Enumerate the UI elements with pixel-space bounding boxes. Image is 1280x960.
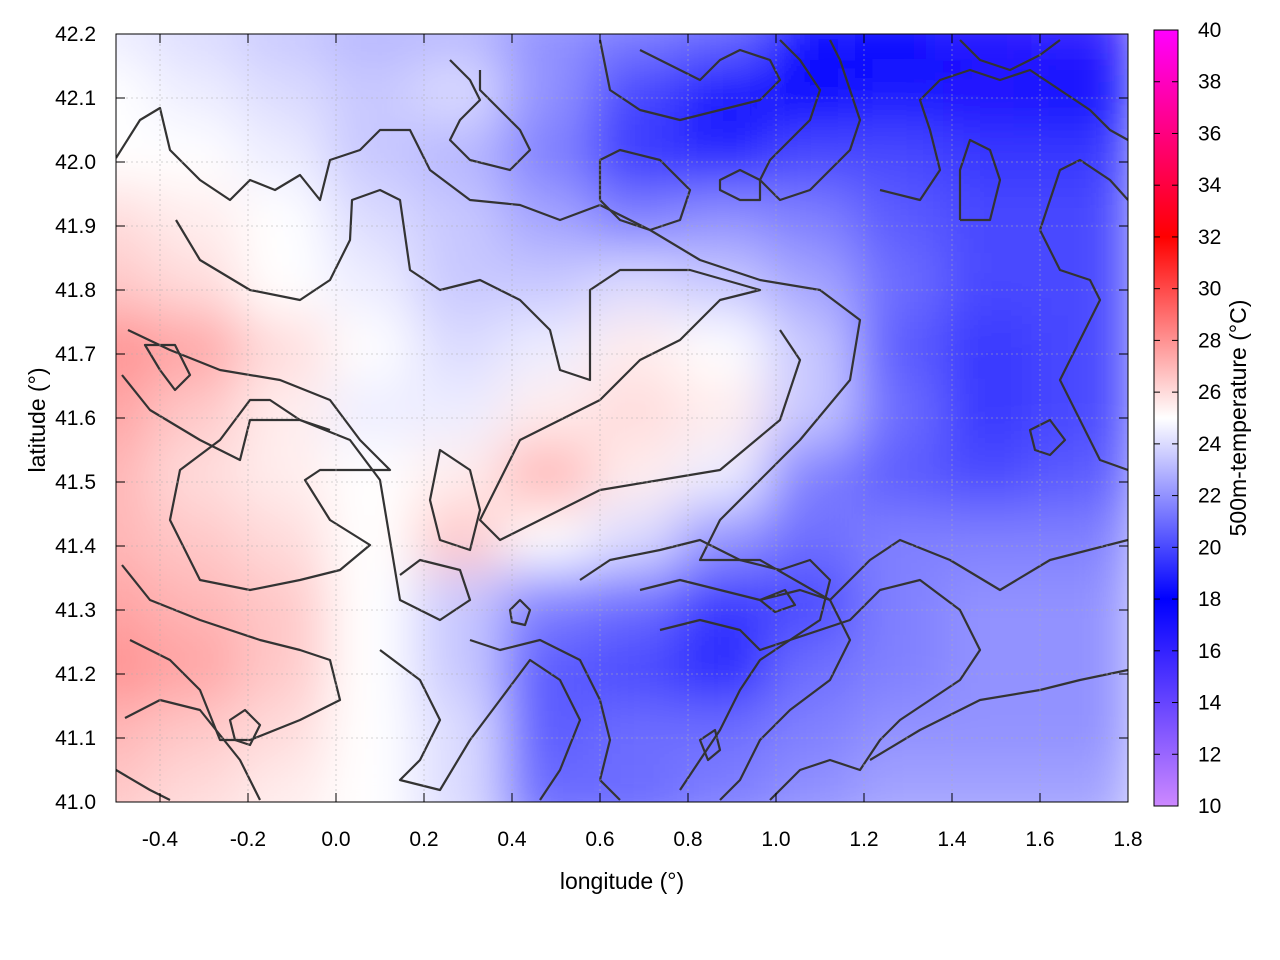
colorbar-title: 500m-temperature (°C)	[1225, 300, 1251, 537]
colorbar-tick-label: 20	[1198, 536, 1221, 559]
heatmap-cell	[151, 123, 257, 201]
colorbar-tick-label: 26	[1198, 381, 1221, 404]
colorbar-tick-label: 24	[1198, 433, 1222, 456]
contour-line	[879, 68, 1128, 202]
contour-line	[579, 538, 832, 791]
y-axis: 41.0 41.1 41.2 41.3 41.4 41.5 41.6 41.7 41.8 41.9…	[55, 23, 1128, 814]
x-tick-label: 1.2	[849, 828, 878, 851]
colorbar-gradient	[1153, 29, 1179, 807]
contour-line	[1028, 418, 1067, 457]
colorbar: 10 12 14 16 18 20 22 24 26 28 30 32 34 36 38 40 500m-te…	[1153, 19, 1251, 818]
y-tick-label: 41.9	[55, 215, 96, 238]
contour-line	[121, 564, 342, 742]
colorbar-tick-label: 16	[1198, 640, 1221, 663]
x-tick-label: 1.8	[1113, 828, 1142, 851]
contour-line	[124, 698, 261, 801]
x-axis-title: longitude (°)	[560, 868, 684, 894]
contour-line	[639, 578, 852, 801]
contour-line	[116, 769, 171, 801]
contour-line	[598, 148, 692, 232]
contour-line	[143, 343, 192, 392]
x-tick-label: 0.4	[497, 828, 527, 851]
x-tick-label: 1.4	[937, 828, 967, 851]
contour-line	[598, 39, 782, 122]
colorbar-tick-label: 12	[1198, 743, 1221, 766]
colorbar-tick-label: 34	[1198, 174, 1222, 197]
colorbar-tick-label: 32	[1198, 226, 1221, 249]
heatmap-field	[116, 34, 1128, 802]
contour-line	[448, 59, 532, 172]
y-tick-label: 41.8	[55, 279, 96, 302]
y-tick-label: 41.0	[55, 791, 96, 814]
contour-lines	[116, 39, 1128, 801]
contour-line	[659, 578, 982, 801]
x-tick-label: 1.0	[761, 828, 790, 851]
contour-line	[228, 708, 262, 747]
x-tick-label: -0.4	[142, 828, 179, 851]
colorbar-tick-label: 30	[1198, 278, 1221, 301]
y-tick-label: 42.1	[55, 87, 96, 110]
contour-line	[869, 668, 1128, 761]
contour-line	[127, 329, 392, 592]
y-tick-label: 41.1	[55, 727, 96, 750]
colorbar-tick-label: 36	[1198, 122, 1221, 145]
colorbar-tick-label: 38	[1198, 71, 1221, 94]
colorbar-ticks: 10 12 14 16 18 20 22 24 26 28 30 32 34 36 38 40	[1154, 19, 1222, 818]
contour-line	[469, 638, 621, 801]
colorbar-tick-label: 40	[1198, 19, 1221, 42]
contour-line	[758, 39, 862, 202]
y-tick-label: 41.2	[55, 663, 96, 686]
y-axis-title: latitude (°)	[24, 367, 50, 472]
contour-line	[428, 448, 482, 552]
y-tick-label: 41.3	[55, 599, 96, 622]
contour-line	[959, 39, 1061, 72]
contour-line	[175, 188, 802, 542]
colorbar-tick-label: 28	[1198, 329, 1221, 352]
y-tick-label: 41.5	[55, 471, 96, 494]
heatmap-cell	[151, 763, 257, 802]
contour-line	[758, 588, 797, 614]
y-tick-label: 42.2	[55, 23, 96, 46]
colorbar-tick-label: 22	[1198, 485, 1221, 508]
heatmap-cell	[1031, 763, 1128, 802]
y-tick-label: 42.0	[55, 151, 96, 174]
contour-line	[958, 138, 1002, 222]
x-tick-label: 0.6	[585, 828, 614, 851]
contour-line	[718, 168, 762, 202]
heatmap-cell	[415, 763, 521, 802]
x-tick-label: 0.8	[673, 828, 702, 851]
y-tick-label: 41.4	[55, 535, 96, 558]
x-tick-label: -0.2	[230, 828, 266, 851]
colorbar-tick-label: 18	[1198, 588, 1221, 611]
heatmap-cell	[151, 59, 257, 137]
contour-line	[121, 374, 472, 622]
contour-line	[698, 728, 722, 762]
y-tick-label: 41.7	[55, 343, 96, 366]
colorbar-tick-label: 14	[1198, 692, 1222, 715]
y-tick-label: 41.6	[55, 407, 96, 430]
contour-line	[379, 649, 582, 801]
x-axis: -0.4 -0.2 0.0 0.2 0.4 0.6 0.8 1.0 1.2 1.4 1.6 1.8	[142, 34, 1143, 851]
x-tick-label: 0.0	[321, 828, 350, 851]
x-tick-label: 0.2	[409, 828, 438, 851]
x-tick-label: 1.6	[1025, 828, 1054, 851]
colorbar-tick-label: 10	[1198, 795, 1221, 818]
